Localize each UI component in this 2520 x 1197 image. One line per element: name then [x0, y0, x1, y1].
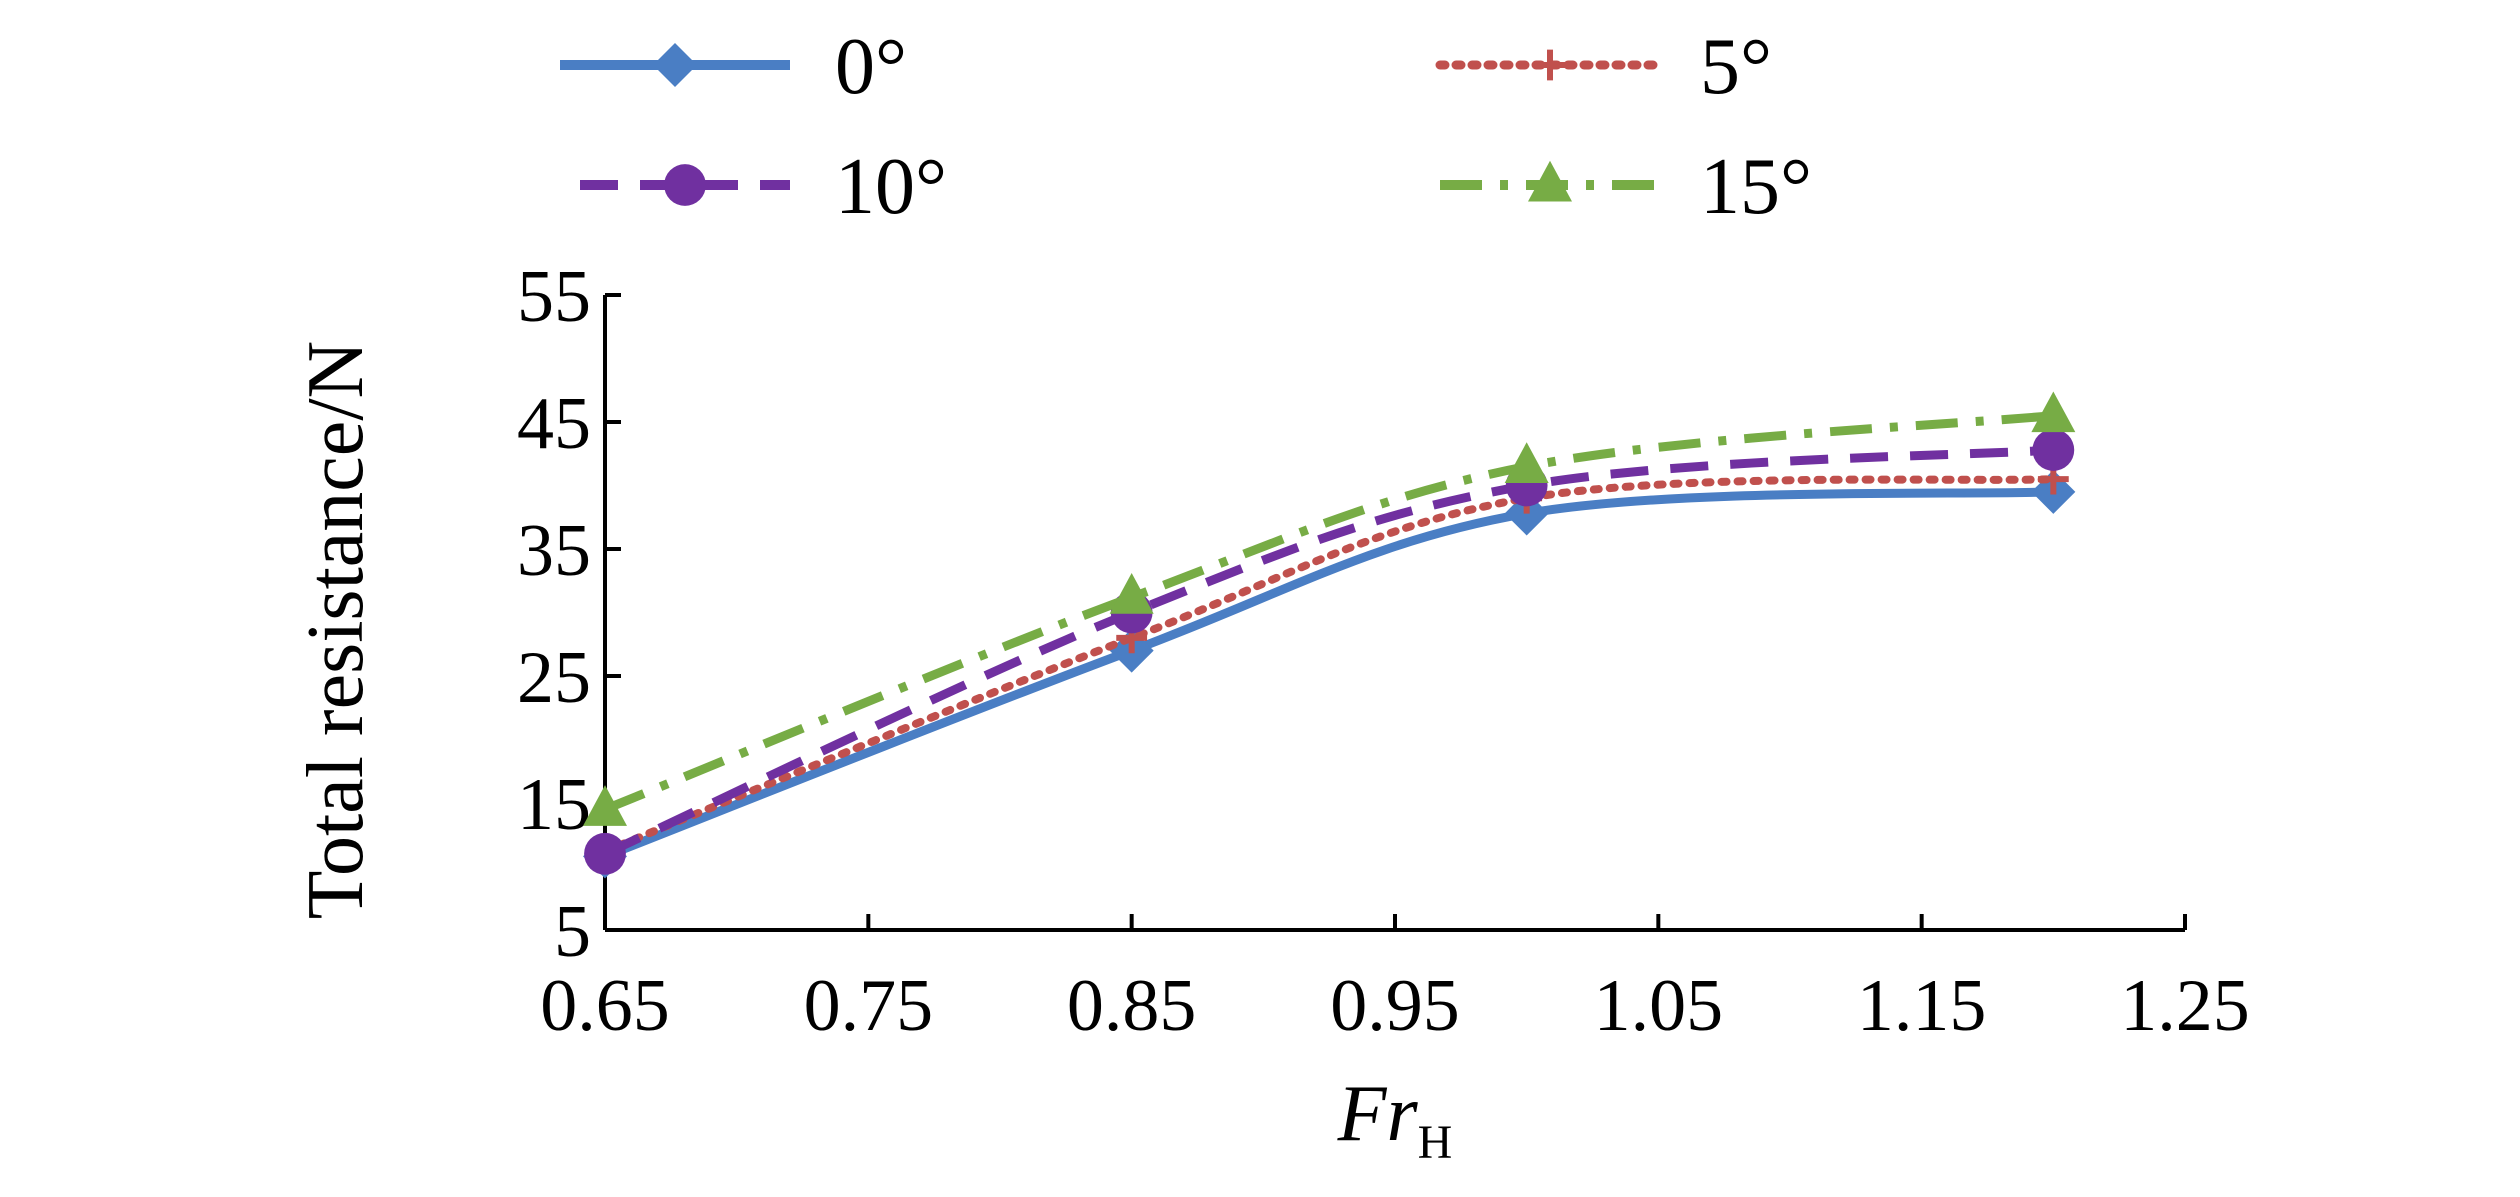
data-point — [583, 785, 627, 826]
data-point — [1504, 442, 1549, 483]
x-tick-label: 1.15 — [1857, 965, 1987, 1047]
y-tick-label: 35 — [517, 510, 591, 592]
data-point — [1109, 573, 1154, 614]
legend: 0° 5° 10° 15° — [560, 23, 1812, 231]
legend-label: 0° — [835, 23, 907, 111]
x-tick-label: 0.75 — [804, 965, 934, 1047]
legend-item: 10° — [580, 143, 947, 231]
legend-marker — [664, 164, 706, 206]
legend-marker — [653, 43, 697, 87]
x-tick-label: 0.65 — [540, 965, 670, 1047]
x-tick-label: 1.05 — [1594, 965, 1724, 1047]
y-axis-ticks: 5 15 25 35 45 55 — [517, 256, 621, 973]
x-tick-label: 0.85 — [1067, 965, 1197, 1047]
data-point — [2032, 429, 2075, 471]
legend-marker — [1528, 160, 1572, 202]
y-tick-label: 55 — [517, 256, 591, 338]
legend-item: 5° — [1435, 23, 1772, 111]
series-line — [603, 445, 2054, 858]
data-point — [2031, 391, 2076, 433]
x-axis-title: FrH — [1337, 1070, 1453, 1169]
x-tick-label: 0.95 — [1330, 965, 1460, 1047]
legend-label: 10° — [835, 143, 947, 231]
series-line — [601, 475, 2058, 856]
x-axis-ticks: 0.65 0.75 0.85 0.95 1.05 1.15 1.25 — [540, 914, 2250, 1047]
data-point — [584, 832, 626, 875]
legend-label: 5° — [1700, 23, 1772, 111]
x-axis-title-main: Fr — [1337, 1070, 1419, 1158]
legend-marker — [1534, 49, 1566, 81]
x-tick-label: 1.25 — [2120, 965, 2250, 1047]
legend-item: 0° — [560, 23, 907, 111]
legend-label: 15° — [1700, 143, 1812, 231]
series-0 — [583, 469, 2076, 879]
y-tick-label: 25 — [517, 637, 591, 719]
y-tick-label: 15 — [517, 764, 591, 846]
series-line — [603, 487, 2054, 861]
series-line — [603, 411, 2054, 814]
y-tick-label: 45 — [517, 383, 591, 465]
plot-area: 5 15 25 35 45 55 0.65 0.75 0.85 0.95 1.05 1.15 1.25 — [517, 256, 2250, 1047]
y-axis-title: Total resistance/N — [292, 341, 380, 920]
series-3 — [583, 391, 2076, 826]
series-group — [583, 391, 2076, 879]
x-axis-title-subscript: H — [1418, 1116, 1453, 1169]
y-tick-label: 5 — [554, 891, 591, 973]
legend-item: 15° — [1440, 143, 1812, 231]
